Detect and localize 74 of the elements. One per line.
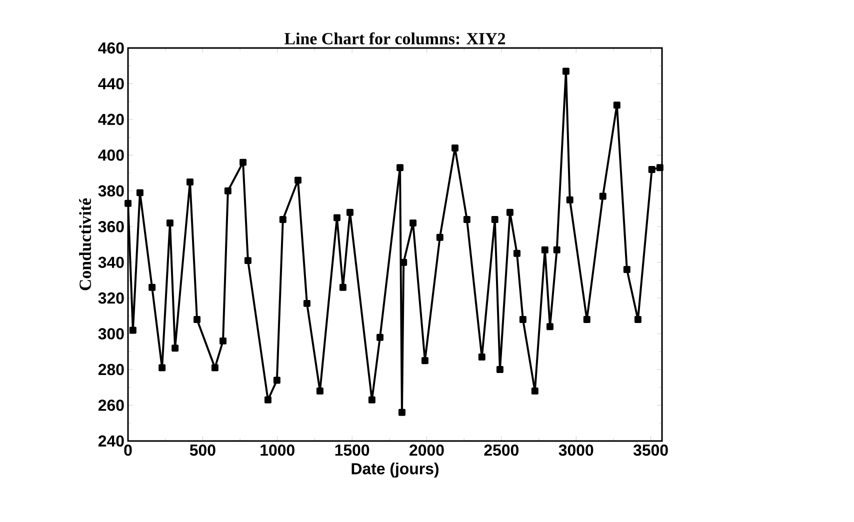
point: [346, 208, 354, 216]
point: [513, 250, 520, 257]
x-tick-label: 1500: [335, 444, 370, 456]
point: [166, 220, 174, 227]
point: [506, 208, 514, 216]
point: [634, 316, 642, 324]
point: [186, 178, 194, 186]
y-tick-label: 380: [98, 185, 124, 197]
y-tick-label: 240: [98, 435, 124, 447]
point: [541, 246, 548, 254]
point: [264, 396, 272, 404]
point: [124, 200, 132, 207]
x-tick-label: 2000: [410, 444, 444, 456]
y-tick-label: 300: [98, 328, 124, 340]
point: [194, 316, 201, 324]
point: [553, 246, 560, 254]
point: [451, 144, 458, 152]
point: [478, 354, 486, 361]
y-tick-label: 340: [98, 256, 124, 268]
x-tick-label: 3500: [633, 444, 668, 456]
point: [158, 364, 166, 372]
y-tick-label: 460: [98, 42, 124, 54]
point: [566, 196, 574, 204]
point: [294, 176, 302, 184]
point: [240, 158, 247, 166]
x-tick-label: 1000: [260, 444, 294, 456]
point: [211, 364, 218, 372]
y-tick-label: 420: [98, 114, 124, 126]
point: [129, 326, 136, 334]
point: [491, 216, 498, 223]
point: [421, 357, 428, 364]
y-tick-label: 320: [98, 292, 124, 304]
y-tick-label: 360: [98, 220, 124, 232]
y-tick-label: 400: [98, 150, 124, 161]
point: [519, 316, 526, 324]
point: [546, 323, 554, 330]
point: [339, 284, 346, 291]
point: [224, 187, 232, 194]
point: [398, 408, 406, 416]
y-axis-title: Conductivité: [79, 198, 92, 290]
point: [316, 387, 324, 394]
x-tick-label: 3000: [558, 444, 594, 456]
point: [136, 189, 144, 196]
point: [172, 344, 179, 352]
point: [623, 266, 630, 273]
point: [376, 334, 384, 341]
x-tick-label: 500: [190, 444, 216, 456]
point: [220, 337, 226, 344]
point: [273, 376, 280, 384]
chart-title: Line Chart for columns: XIY2: [284, 32, 506, 44]
point: [396, 164, 404, 172]
point: [599, 192, 606, 200]
point: [531, 387, 538, 394]
point: [496, 366, 504, 374]
point: [436, 234, 444, 241]
x-tick-label: 0: [124, 444, 132, 456]
point: [368, 396, 376, 404]
point: [279, 216, 286, 223]
point: [410, 220, 416, 227]
point: [613, 102, 620, 109]
point: [463, 216, 470, 223]
point: [648, 166, 656, 173]
point: [244, 257, 252, 264]
y-tick-label: 280: [98, 364, 124, 376]
point: [656, 164, 664, 172]
x-tick-label: 2500: [484, 444, 518, 456]
point: [583, 316, 590, 324]
point: [303, 300, 310, 307]
point: [333, 214, 340, 222]
point: [562, 68, 570, 75]
x-axis-title: Date (jours): [352, 462, 438, 478]
y-tick-label: 440: [98, 78, 124, 90]
point: [148, 284, 156, 291]
y-tick-label: 260: [98, 400, 124, 411]
